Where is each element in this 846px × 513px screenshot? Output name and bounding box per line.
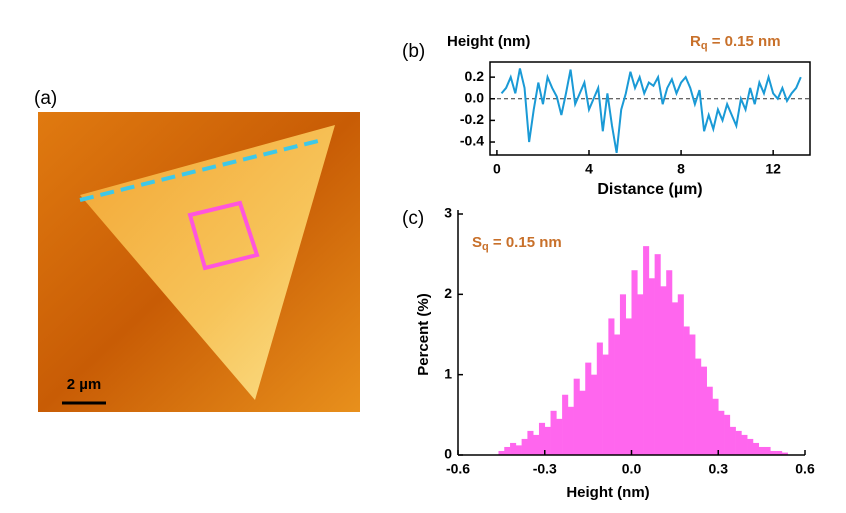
hist-bar [538, 422, 546, 455]
annotation-symbol: R [690, 33, 701, 50]
x-tick-label: 12 [765, 161, 781, 177]
hist-bar [591, 374, 598, 455]
hist-bar [515, 445, 522, 455]
hist-bar [712, 398, 719, 455]
hist-bar [752, 442, 760, 455]
x-axis-label: Height (nm) [566, 484, 649, 501]
hist-bar [706, 386, 713, 455]
hist-bar [689, 334, 696, 455]
x-tick-label: 4 [585, 161, 593, 177]
panel-label: (b) [402, 41, 425, 62]
hist-bar [498, 450, 505, 455]
y-tick-label: 3 [444, 205, 452, 221]
annotation-subscript: q [701, 40, 708, 52]
profile-line [500, 68, 802, 154]
hist-bar [671, 302, 679, 455]
x-axis-label: Distance (µm) [597, 181, 702, 198]
y-axis-label: Percent (%) [415, 293, 432, 376]
hist-bar [550, 410, 557, 455]
annotation: Rq = 0.15 nm [690, 33, 781, 52]
hist-bar [504, 446, 511, 455]
hist-bar [677, 294, 684, 455]
x-tick-label: 0 [493, 161, 501, 177]
y-tick-label: 1 [444, 365, 452, 381]
hist-bar [596, 342, 603, 455]
hist-bar [683, 326, 690, 455]
hist-bar [608, 318, 615, 455]
x-tick-label: 0.3 [709, 461, 729, 477]
panel-label: (c) [402, 208, 424, 229]
hist-bar [660, 286, 667, 455]
hist-bar [764, 446, 771, 455]
y-tick-label: 0.2 [465, 68, 485, 84]
hist-bar [741, 434, 748, 455]
y-tick-label: 0.0 [465, 89, 485, 105]
flake [80, 125, 335, 400]
hist-bar [527, 430, 534, 455]
y-tick-label: 2 [444, 285, 452, 301]
y-tick-label: -0.4 [460, 133, 484, 149]
x-tick-label: 0.6 [795, 461, 815, 477]
panel-a: (a) 2 µm [34, 88, 360, 412]
plot-frame [489, 61, 811, 156]
x-tick-label: 8 [677, 161, 685, 177]
hist-bar [521, 438, 528, 455]
hist-bar [579, 390, 586, 455]
annotation-subscript: q [482, 241, 489, 253]
annotation-symbol: S [472, 234, 482, 251]
x-tick-label: -0.6 [446, 461, 470, 477]
hist-bar [556, 418, 563, 455]
hist-bar [544, 426, 551, 455]
hist-bar [631, 270, 638, 455]
hist-bar [637, 294, 644, 455]
chart-title: Height (nm) [447, 33, 530, 50]
annotation-text: = 0.15 nm [489, 234, 562, 251]
annotation-text: = 0.15 nm [708, 33, 781, 50]
hist-bar [735, 430, 742, 455]
hist-bar [602, 354, 609, 455]
annotation: Sq = 0.15 nm [472, 234, 562, 253]
hist-bar [695, 358, 702, 455]
hist-bar [781, 452, 788, 455]
x-tick-label: 0.0 [622, 461, 642, 477]
hist-bar [625, 318, 632, 455]
hist-bar [718, 410, 725, 455]
hist-bar [533, 434, 540, 455]
hist-bar [585, 362, 592, 455]
hist-bar [567, 406, 574, 455]
hist-bar [619, 294, 627, 455]
hist-bar [770, 450, 777, 455]
y-tick-label: 0 [444, 446, 452, 462]
hist-bar [724, 414, 731, 455]
roi-box [187, 200, 260, 271]
hist-bar [648, 278, 655, 455]
hist-bar [700, 366, 707, 455]
hist-bar [776, 450, 783, 455]
hist-bar [643, 246, 650, 455]
hist-bar [758, 446, 765, 455]
hist-bar [654, 254, 661, 455]
hist-bar [747, 438, 754, 455]
hist-bar [729, 426, 736, 455]
hist-bar [510, 442, 517, 455]
panel-label: (a) [34, 88, 57, 109]
hist-bar [666, 270, 673, 455]
scale-bar-label: 2 µm [67, 376, 102, 393]
hist-bar [573, 378, 580, 455]
hist-bar [562, 394, 569, 455]
y-tick-label: -0.2 [460, 111, 484, 127]
x-tick-label: -0.3 [533, 461, 557, 477]
hist-bar [614, 334, 621, 455]
